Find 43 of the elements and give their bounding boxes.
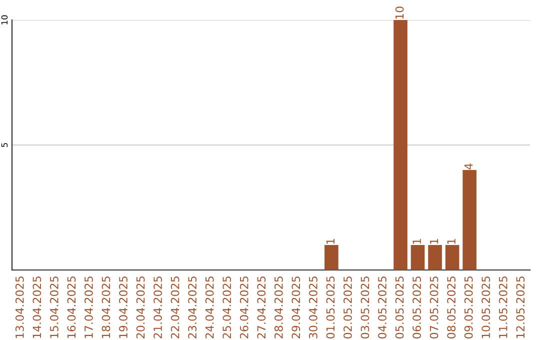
- bar: [428, 245, 442, 270]
- data-label: 4: [464, 164, 473, 170]
- bar: [410, 245, 425, 270]
- x-tick-label: 02.05.2025: [344, 276, 352, 338]
- x-tick-label: 16.04.2025: [67, 276, 76, 338]
- x-tick-label: 01.05.2025: [326, 276, 335, 338]
- x-tick-label: 28.04.2025: [274, 276, 283, 338]
- x-tick-label: 04.05.2025: [378, 276, 386, 338]
- x-tick-label: 06.05.2025: [412, 276, 421, 338]
- x-tick-label: 12.05.2025: [516, 276, 525, 338]
- x-tick-label: 23.04.2025: [188, 276, 197, 338]
- data-label: 1: [430, 238, 438, 244]
- x-tick-label: 26.04.2025: [240, 276, 248, 338]
- x-tick-label: 05.05.2025: [395, 276, 404, 338]
- x-tick-label: 19.04.2025: [119, 276, 128, 338]
- x-tick-label: 29.04.2025: [292, 276, 300, 338]
- x-tick-label: 11.05.2025: [498, 276, 508, 338]
- data-label: 1: [447, 238, 456, 244]
- x-tick-label: 21.04.2025: [154, 276, 162, 338]
- bar: [394, 20, 408, 270]
- x-tick-label: 22.04.2025: [170, 276, 180, 338]
- x-tick-label: 25.04.2025: [222, 276, 232, 338]
- x-tick-label: 15.04.2025: [50, 276, 58, 338]
- bar: [445, 245, 460, 270]
- data-label: 1: [326, 238, 334, 244]
- x-tick-label: 27.04.2025: [257, 276, 266, 338]
- x-tick-label: 30.04.2025: [308, 276, 318, 338]
- bar: [462, 170, 476, 270]
- x-tick-label: 17.04.2025: [84, 276, 93, 338]
- x-tick-label: 07.05.2025: [430, 276, 438, 338]
- data-label: 1: [412, 238, 421, 244]
- x-tick-label: 13.04.2025: [15, 276, 24, 338]
- x-tick-label: 08.05.2025: [447, 276, 456, 338]
- x-tick-label: 10.05.2025: [482, 276, 490, 338]
- bar: [324, 245, 338, 270]
- x-tick-label: 03.05.2025: [360, 276, 370, 338]
- x-tick-label: 24.04.2025: [205, 276, 214, 338]
- x-tick-label: 09.05.2025: [464, 276, 473, 338]
- data-label: 10: [395, 6, 404, 19]
- x-tick-label: 20.04.2025: [136, 276, 145, 338]
- y-tick-label: 5: [1, 143, 8, 148]
- x-tick-label: 18.04.2025: [102, 276, 110, 338]
- x-tick-label: 14.04.2025: [32, 276, 42, 338]
